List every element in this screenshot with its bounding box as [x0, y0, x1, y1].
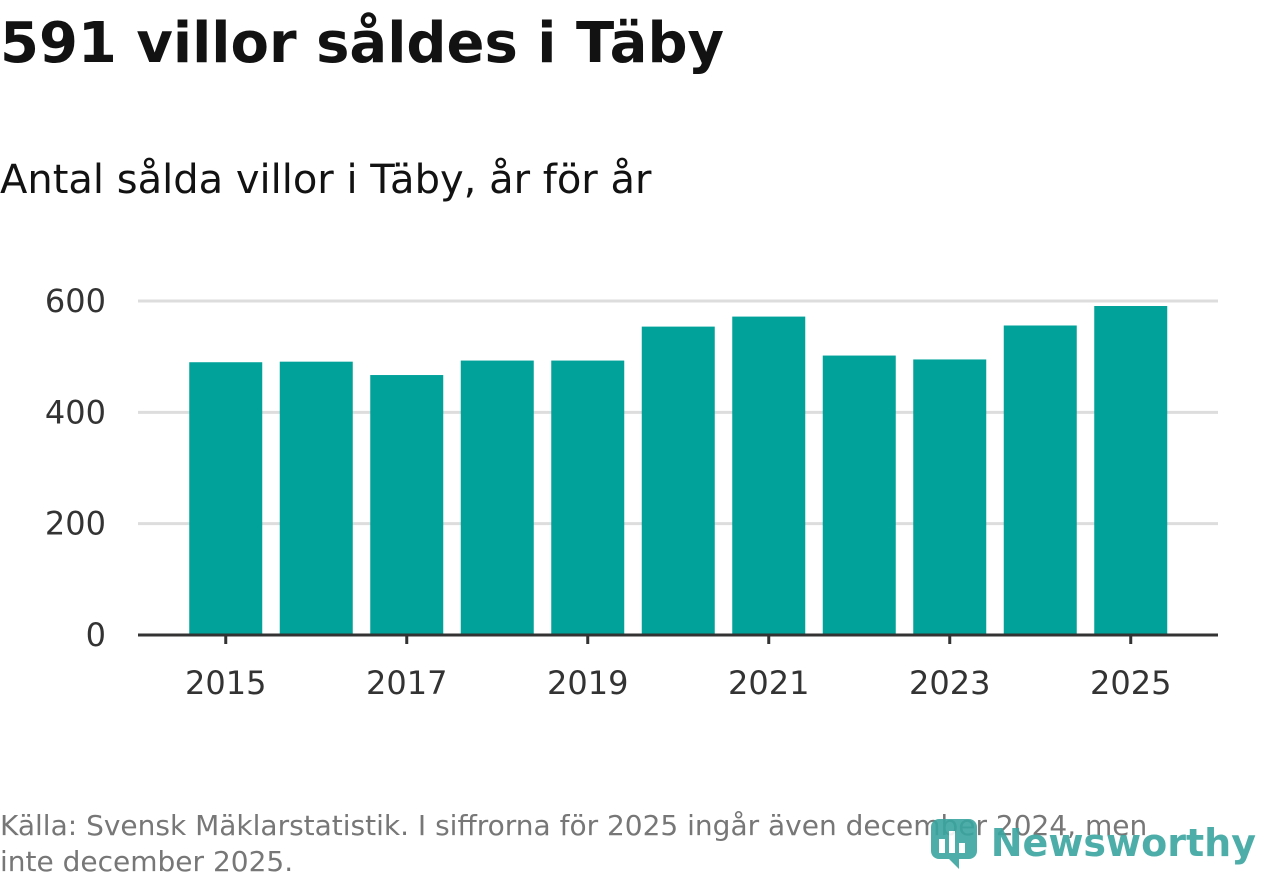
x-tick-label-2017: 2017: [366, 664, 447, 702]
bar-2017: [370, 375, 444, 635]
x-tick-label-2015: 2015: [185, 664, 266, 702]
bar-2021: [732, 316, 806, 635]
bar-2019: [551, 360, 625, 635]
chart-subtitle: Antal sålda villor i Täby, år för år: [0, 157, 652, 203]
bar-2015: [189, 362, 263, 635]
x-tick-label-2025: 2025: [1090, 664, 1171, 702]
bar-2024: [1003, 325, 1077, 635]
x-tick-label-2023: 2023: [909, 664, 990, 702]
y-tick-label-200: 200: [45, 505, 106, 543]
x-tick-label-2021: 2021: [728, 664, 809, 702]
bar-2022: [822, 355, 896, 635]
bar-2025: [1094, 306, 1168, 635]
brand-logo: Newsworthy: [929, 815, 1256, 871]
y-tick-label-600: 600: [45, 282, 106, 320]
y-tick-label-0: 0: [86, 616, 106, 654]
bar-2016: [279, 361, 353, 635]
bar-2018: [460, 360, 534, 635]
brand-name: Newsworthy: [990, 821, 1256, 865]
bar-2020: [641, 326, 715, 635]
newsworthy-logo-icon: [930, 819, 977, 869]
chart-title: 591 villor såldes i Täby: [0, 11, 725, 76]
bar-2023: [913, 359, 987, 635]
y-tick-label-400: 400: [45, 393, 106, 431]
x-tick-label-2019: 2019: [547, 664, 628, 702]
